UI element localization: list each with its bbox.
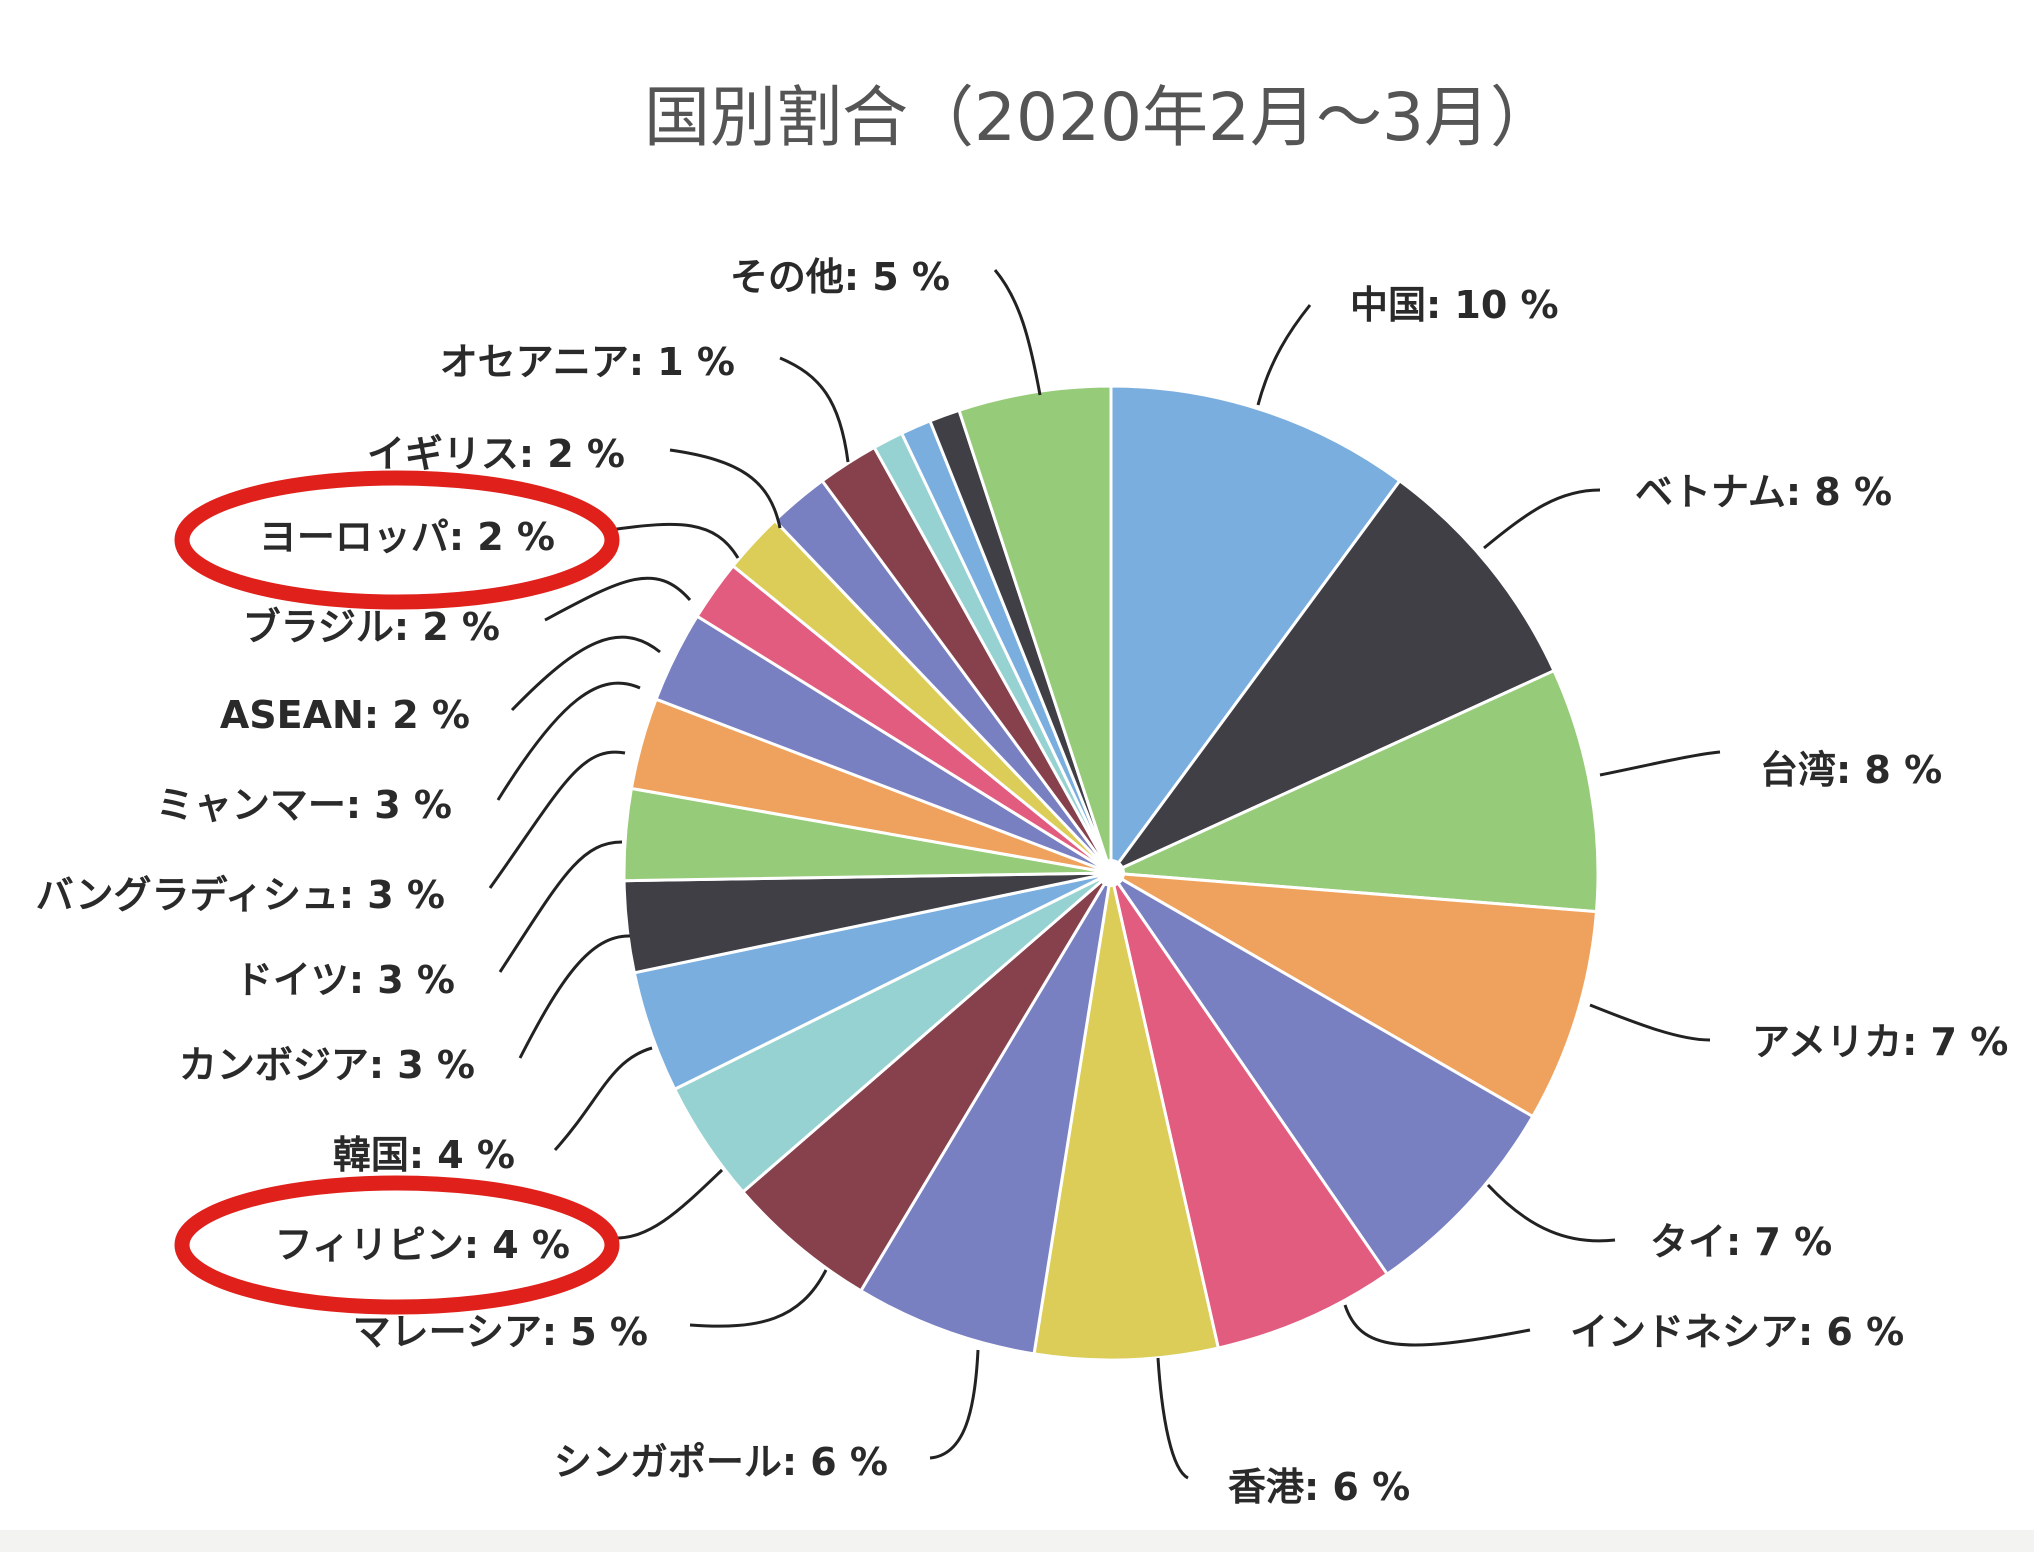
pie-slice-シンガポール-7	[858, 872, 1113, 1356]
slices-layer	[622, 384, 1600, 1362]
slice-label-0: 中国: 10 %	[1350, 283, 1559, 327]
slice-label-17: ヨーロッパ: 2 %	[259, 515, 555, 559]
pie-slice-台湾-2	[1105, 668, 1600, 914]
highlights-layer	[174, 470, 620, 1315]
pie-slice-マレーシア-8	[740, 871, 1113, 1293]
leader-line-14	[496, 681, 641, 801]
slice-label-1: ベトナム: 8 %	[1635, 470, 1892, 514]
slice-label-16: ブラジル: 2 %	[243, 605, 500, 649]
leader-line-16	[544, 576, 692, 622]
slice-label-11: カンボジア: 3 %	[179, 1043, 475, 1087]
slice-label-19: オセアニア: 1 %	[440, 340, 735, 384]
slice-label-8: マレーシア: 5 %	[353, 1310, 648, 1354]
slice-label-13: バングラディシュ: 3 %	[36, 873, 445, 917]
slice-label-2: 台湾: 8 %	[1760, 748, 1942, 792]
slice-label-10: 韓国: 4 %	[333, 1133, 515, 1177]
leader-line-8	[689, 1269, 828, 1328]
pie-center-hub	[1097, 859, 1125, 887]
pie-slice-アメリカ-3	[1110, 871, 1599, 1119]
slice-label-15: ASEAN: 2 %	[220, 693, 470, 737]
slice-label-3: アメリカ: 7 %	[1752, 1020, 2008, 1064]
slice-label-18: イギリス: 2 %	[367, 432, 625, 476]
bottom-strip	[0, 1530, 2034, 1552]
leader-line-2	[1599, 750, 1721, 777]
leader-line-6	[1156, 1357, 1189, 1480]
slice-label-12: ドイツ: 3 %	[235, 958, 455, 1002]
slice-label-5: インドネシア: 6 %	[1570, 1310, 1904, 1354]
labels-layer: 中国: 10 % ベトナム: 8 % 台湾: 8 % アメリカ: 7 % タイ: 7 %…	[36, 255, 2009, 1509]
slice-label-22: その他: 5 %	[730, 255, 950, 299]
highlight-ellipse-0	[174, 470, 620, 610]
leader-line-5	[1343, 1304, 1531, 1347]
leader-line-7	[929, 1349, 980, 1460]
leader-line-12	[498, 840, 623, 973]
pie-slice-香港-6	[1032, 872, 1221, 1362]
leader-line-0	[1256, 304, 1312, 406]
leaders-layer	[488, 269, 1721, 1480]
pie-slice-インドネシア-5	[1109, 872, 1390, 1350]
chart-title: 国別割合（2020年2月〜3月）	[644, 79, 1556, 156]
leader-line-15	[510, 635, 661, 712]
leader-line-17	[609, 522, 740, 559]
slice-label-9: フィリピン: 4 %	[275, 1223, 570, 1267]
leader-line-22	[993, 269, 1042, 396]
slice-label-4: タイ: 7 %	[1650, 1220, 1832, 1264]
leader-line-4	[1486, 1183, 1616, 1243]
slice-label-6: 香港: 6 %	[1228, 1465, 1410, 1509]
leader-line-18	[669, 448, 782, 529]
leader-line-1	[1483, 488, 1601, 550]
leader-line-9	[611, 1168, 724, 1240]
pie-slice-ベトナム-1	[1106, 478, 1556, 877]
leader-line-10	[553, 1046, 653, 1152]
highlight-ellipse-1	[174, 1175, 620, 1315]
leader-line-3	[1589, 1003, 1711, 1042]
pie-slice-中国-0	[1109, 384, 1402, 878]
pie-slice-タイ-4	[1109, 871, 1535, 1277]
pie-slice-その他-22	[957, 384, 1113, 874]
leader-line-19	[779, 356, 850, 463]
slice-label-14: ミャンマー: 3 %	[156, 783, 452, 827]
slice-label-7: シンガポール: 6 %	[554, 1440, 888, 1484]
leader-line-11	[518, 934, 631, 1059]
leader-line-13	[488, 750, 626, 889]
